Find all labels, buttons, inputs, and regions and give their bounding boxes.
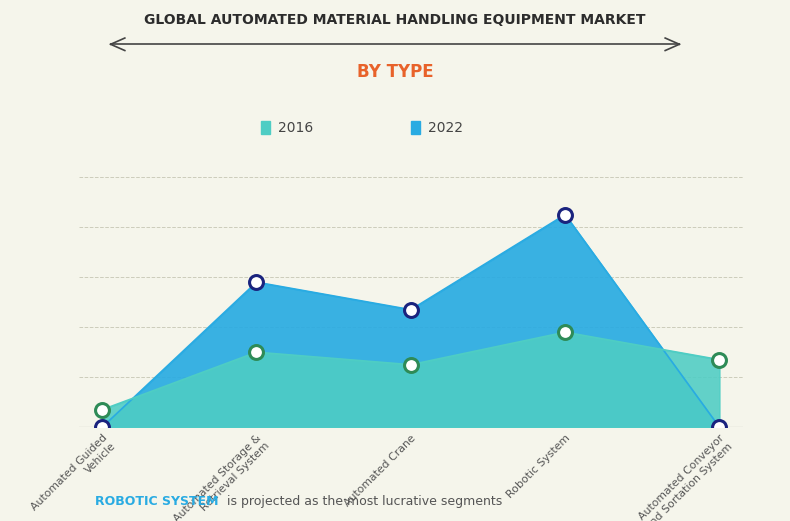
Text: ROBOTIC SYSTEM: ROBOTIC SYSTEM	[95, 495, 218, 508]
Text: 2016: 2016	[278, 121, 313, 134]
Text: is projected as the most lucrative segments: is projected as the most lucrative segme…	[223, 495, 502, 508]
Text: GLOBAL AUTOMATED MATERIAL HANDLING EQUIPMENT MARKET: GLOBAL AUTOMATED MATERIAL HANDLING EQUIP…	[145, 13, 645, 27]
Text: 2022: 2022	[428, 121, 463, 134]
Text: BY TYPE: BY TYPE	[357, 63, 433, 81]
